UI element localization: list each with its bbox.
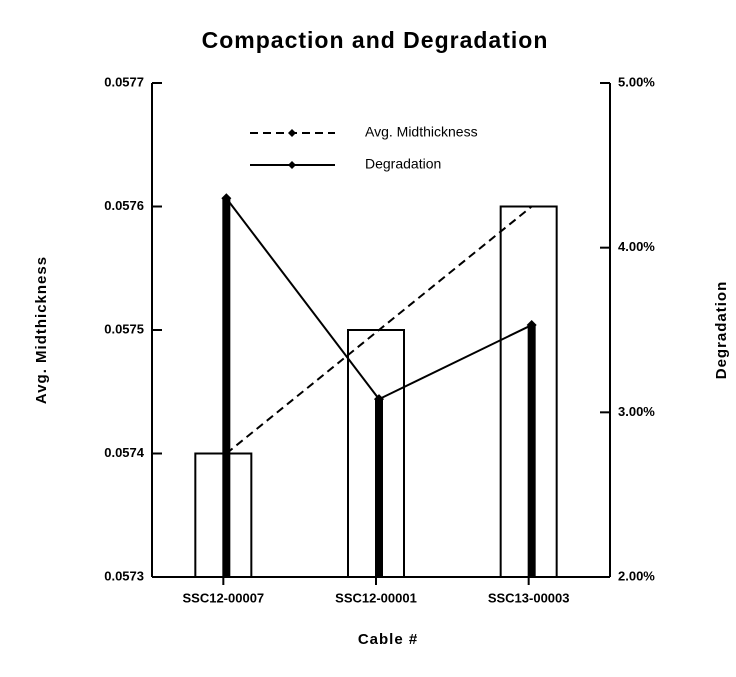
y2-tick-label: 4.00% [618,239,655,254]
degradation-bar [375,399,383,577]
legend-label: Degradation [365,156,441,172]
x-axis-label: Cable # [358,631,418,648]
legend-marker [288,129,296,137]
y2-tick-label: 3.00% [618,404,655,419]
chart-title: Compaction and Degradation [202,27,549,53]
point-marker [526,320,537,331]
x-tick-label: SSC12-00001 [335,590,417,605]
y-axis-label: Avg. Midthickness [33,256,50,404]
y-tick-label: 0.0574 [104,445,145,460]
y2-axis-label: Degradation [713,281,730,380]
point-marker [374,394,384,405]
y-tick-label: 0.0576 [104,198,144,213]
y-tick-label: 0.0575 [104,321,144,336]
point-marker [221,193,232,204]
legend-label: Avg. Midthickness [365,124,478,140]
legend-marker [288,161,296,169]
degradation-bar [222,198,231,577]
x-tick-label: SSC13-00003 [488,590,570,605]
y2-tick-label: 2.00% [618,568,655,583]
series-line [225,197,533,401]
y2-tick-label: 5.00% [618,74,655,89]
x-tick-label: SSC12-00007 [182,590,264,605]
degradation-bar [527,325,536,577]
y-tick-label: 0.0577 [104,74,144,89]
series-line [225,205,533,455]
y-tick-label: 0.0573 [104,568,144,583]
